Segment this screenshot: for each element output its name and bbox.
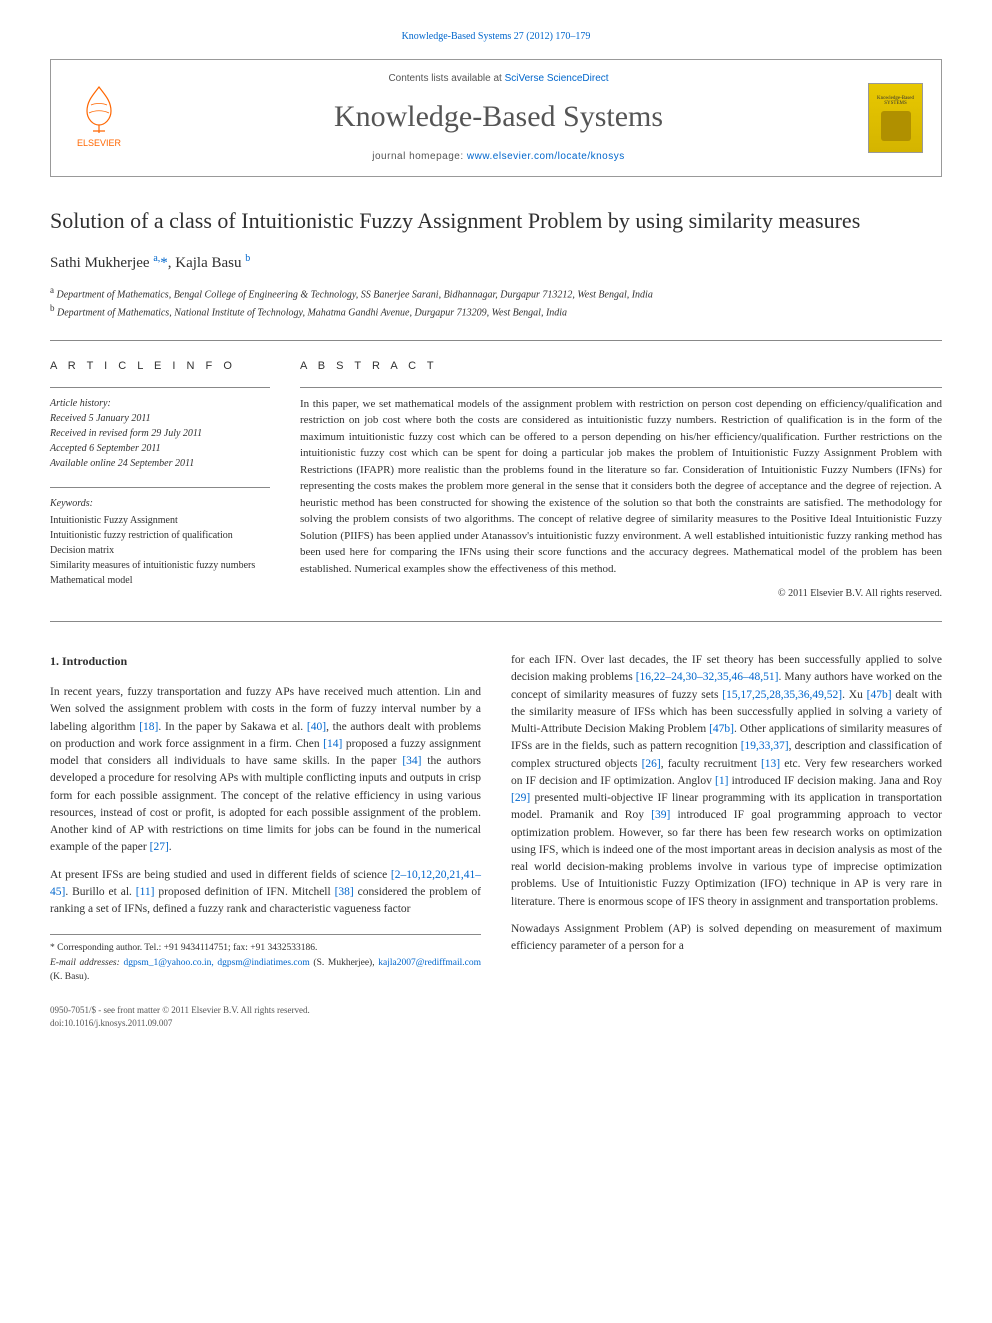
info-divider (50, 387, 270, 388)
citation-ref[interactable]: [47b] (867, 689, 892, 701)
history-label: Article history: (50, 398, 111, 409)
body-columns: 1. Introduction In recent years, fuzzy t… (50, 652, 942, 984)
header-center: Contents lists available at SciVerse Sci… (147, 72, 850, 164)
article-history: Article history: Received 5 January 2011… (50, 396, 270, 471)
citation-ref[interactable]: [16,22–24,30–32,35,46–48,51] (636, 671, 779, 683)
citation-ref[interactable]: [47b] (709, 723, 734, 735)
divider-top (50, 340, 942, 341)
email-link-2[interactable]: kajla2007@rediffmail.com (378, 958, 481, 968)
article-info-block: A R T I C L E I N F O Article history: R… (50, 359, 270, 601)
tree-icon (73, 83, 125, 135)
email-person-2: (K. Basu). (50, 972, 89, 982)
abstract-copyright: © 2011 Elsevier B.V. All rights reserved… (300, 587, 942, 601)
info-divider2 (50, 487, 270, 488)
front-matter-line: 0950-7051/$ - see front matter © 2011 El… (50, 1004, 942, 1017)
journal-cover-thumbnail: Knowledge-Based SYSTEMS (868, 83, 923, 153)
publisher-name: ELSEVIER (77, 137, 121, 150)
abstract-block: A B S T R A C T In this paper, we set ma… (300, 359, 942, 601)
citation-ref[interactable]: [26] (642, 758, 661, 770)
sciencedirect-link[interactable]: SciVerse ScienceDirect (505, 73, 609, 84)
citation-ref[interactable]: [29] (511, 792, 530, 804)
body-paragraph: for each IFN. Over last decades, the IF … (511, 652, 942, 911)
citation-ref[interactable]: [14] (323, 738, 342, 750)
citation-ref[interactable]: [39] (651, 809, 670, 821)
cover-title: Knowledge-Based SYSTEMS (871, 96, 920, 107)
email-person-1: (S. Mukherjee), (310, 958, 378, 968)
affiliations: a Department of Mathematics, Bengal Coll… (50, 284, 942, 321)
contents-prefix: Contents lists available at (388, 73, 504, 84)
citation-ref[interactable]: [38] (335, 886, 354, 898)
email-link-1[interactable]: dgpsm_1@yahoo.co.in, dgpsm@indiatimes.co… (123, 958, 309, 968)
divider-bottom (50, 621, 942, 622)
corresponding-author-footnote: * Corresponding author. Tel.: +91 943411… (50, 934, 481, 984)
article-title: Solution of a class of Intuitionistic Fu… (50, 207, 942, 236)
doi-line: doi:10.1016/j.knosys.2011.09.007 (50, 1017, 942, 1030)
body-paragraph: Nowadays Assignment Problem (AP) is solv… (511, 921, 942, 956)
cover-art (881, 111, 911, 141)
info-abstract-row: A R T I C L E I N F O Article history: R… (50, 359, 942, 601)
homepage-line: journal homepage: www.elsevier.com/locat… (147, 150, 850, 164)
citation-ref[interactable]: [27] (150, 841, 169, 853)
elsevier-logo: ELSEVIER (69, 83, 129, 153)
abstract-heading: A B S T R A C T (300, 359, 942, 374)
body-paragraph: At present IFSs are being studied and us… (50, 867, 481, 919)
citation-ref[interactable]: [1] (715, 775, 728, 787)
citation-ref[interactable]: [40] (307, 721, 326, 733)
citation-ref[interactable]: [2–10,12,20,21,41–45] (50, 869, 481, 898)
contents-available-line: Contents lists available at SciVerse Sci… (147, 72, 850, 86)
email-label: E-mail addresses: (50, 958, 123, 968)
citation-ref[interactable]: [15,17,25,28,35,36,49,52] (722, 689, 842, 701)
homepage-prefix: journal homepage: (372, 151, 467, 162)
citation-ref[interactable]: [13] (761, 758, 780, 770)
body-column-right: for each IFN. Over last decades, the IF … (511, 652, 942, 984)
abstract-divider (300, 387, 942, 388)
journal-header: ELSEVIER Contents lists available at Sci… (50, 59, 942, 177)
citation-ref[interactable]: [18] (139, 721, 158, 733)
authors-line: Sathi Mukherjee a,*, Kajla Basu b (50, 252, 942, 274)
history-lines: Received 5 January 2011Received in revis… (50, 413, 202, 469)
body-column-left: 1. Introduction In recent years, fuzzy t… (50, 652, 481, 984)
corr-author-contact: * Corresponding author. Tel.: +91 943411… (50, 941, 481, 955)
email-line: E-mail addresses: dgpsm_1@yahoo.co.in, d… (50, 956, 481, 985)
citation-ref[interactable]: [11] (136, 886, 155, 898)
keywords-label: Keywords: (50, 496, 270, 511)
copyright-footer: 0950-7051/$ - see front matter © 2011 El… (50, 1004, 942, 1029)
abstract-text: In this paper, we set mathematical model… (300, 396, 942, 578)
citation-ref[interactable]: [19,33,37] (741, 740, 789, 752)
citation-ref[interactable]: [34] (402, 755, 421, 767)
homepage-link[interactable]: www.elsevier.com/locate/knosys (467, 151, 625, 162)
article-info-heading: A R T I C L E I N F O (50, 359, 270, 374)
keywords-block: Keywords: Intuitionistic Fuzzy Assignmen… (50, 496, 270, 588)
section-heading: 1. Introduction (50, 652, 481, 670)
journal-citation: Knowledge-Based Systems 27 (2012) 170–17… (50, 30, 942, 44)
journal-title: Knowledge-Based Systems (147, 96, 850, 138)
body-paragraph: In recent years, fuzzy transportation an… (50, 684, 481, 857)
keywords-lines: Intuitionistic Fuzzy AssignmentIntuition… (50, 515, 255, 586)
